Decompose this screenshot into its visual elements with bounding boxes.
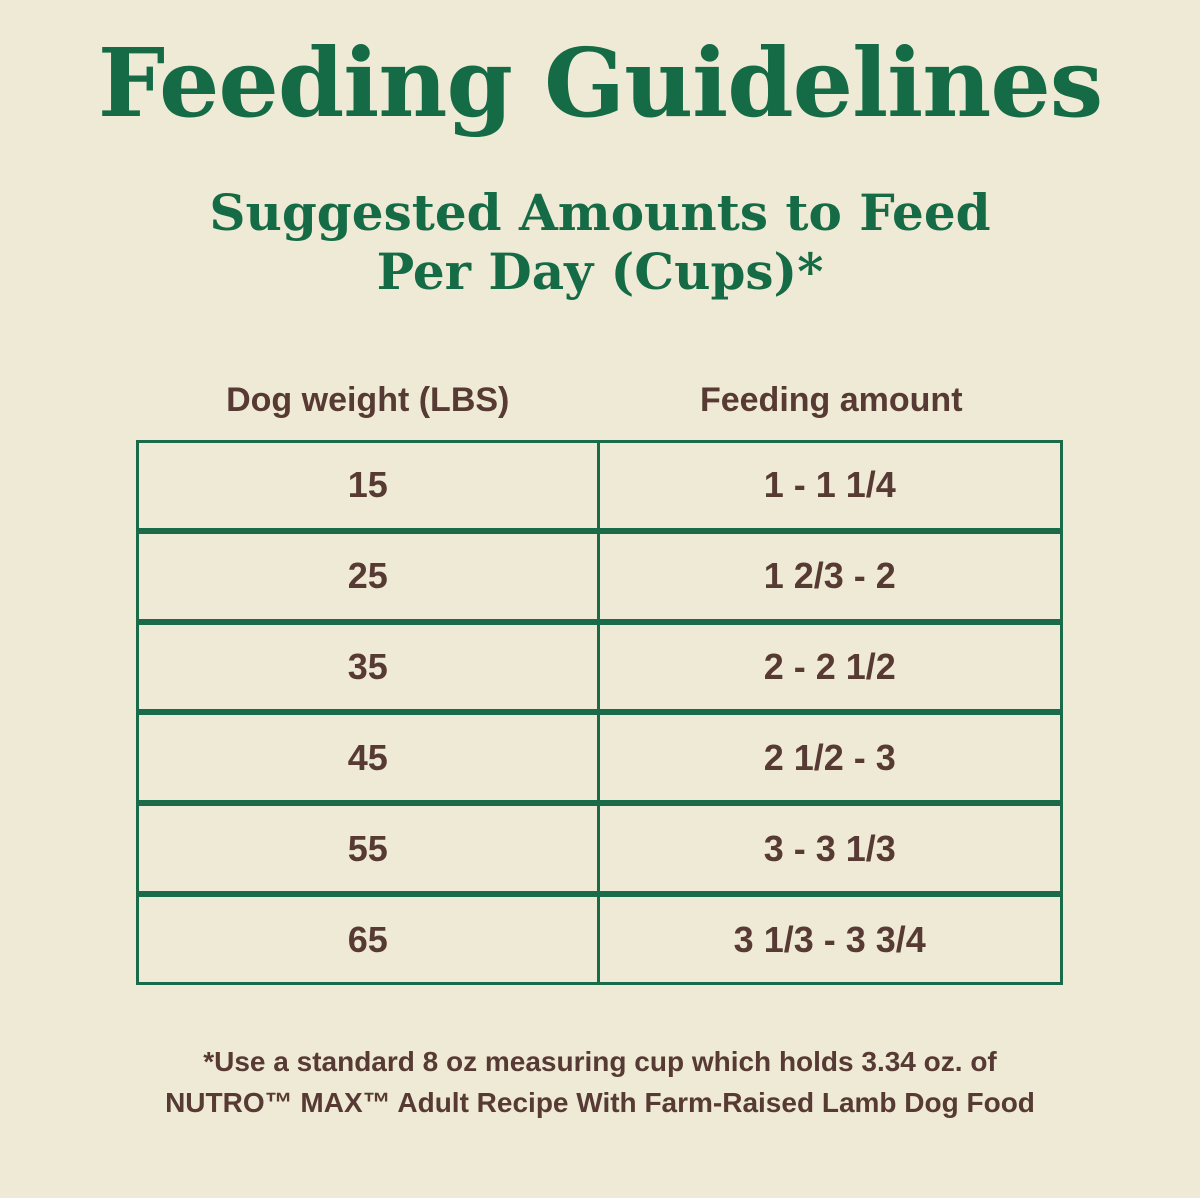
feeding-table: 15 1 - 1 1/4 25 1 2/3 - 2 35 2 - 2 1/2 4… — [136, 440, 1063, 985]
subtitle-line-1: Suggested Amounts to Feed — [209, 183, 991, 242]
amount-cell: 2 1/2 - 3 — [763, 736, 896, 778]
footnote: *Use a standard 8 oz measuring cup which… — [0, 1042, 1200, 1124]
amount-cell: 2 - 2 1/2 — [763, 646, 896, 688]
column-header-dog-weight: Dog weight (LBS) — [226, 381, 510, 419]
weight-cell: 15 — [139, 443, 600, 528]
page-subtitle: Suggested Amounts to Feed Per Day (Cups)… — [0, 183, 1200, 301]
table-column-headers: Dog weight (LBS) Feeding amount — [136, 381, 1063, 420]
table-row: 65 3 1/3 - 3 3/4 — [136, 894, 1063, 985]
weight-cell: 25 — [139, 533, 600, 619]
page-title: Feeding Guidelines — [97, 28, 1104, 139]
weight-cell: 65 — [139, 897, 600, 982]
table-row: 35 2 - 2 1/2 — [136, 621, 1063, 713]
footnote-line-1: *Use a standard 8 oz measuring cup which… — [203, 1046, 997, 1077]
weight-cell: 45 — [139, 715, 600, 801]
table-row: 25 1 2/3 - 2 — [136, 530, 1063, 622]
footnote-line-2: NUTRO™ MAX™ Adult Recipe With Farm-Raise… — [165, 1086, 1035, 1118]
weight-cell: 55 — [139, 806, 600, 892]
amount-cell: 3 1/3 - 3 3/4 — [733, 918, 926, 960]
subtitle-line-2: Per Day (Cups)* — [376, 242, 824, 301]
amount-cell: 1 2/3 - 2 — [763, 555, 896, 597]
table-row: 15 1 - 1 1/4 — [136, 440, 1063, 531]
table-row: 55 3 - 3 1/3 — [136, 803, 1063, 895]
table-row: 45 2 1/2 - 3 — [136, 712, 1063, 804]
column-header-feeding-amount: Feeding amount — [699, 381, 963, 419]
amount-cell: 1 - 1 1/4 — [763, 464, 896, 506]
weight-cell: 35 — [139, 624, 600, 710]
amount-cell: 3 - 3 1/3 — [763, 827, 896, 869]
